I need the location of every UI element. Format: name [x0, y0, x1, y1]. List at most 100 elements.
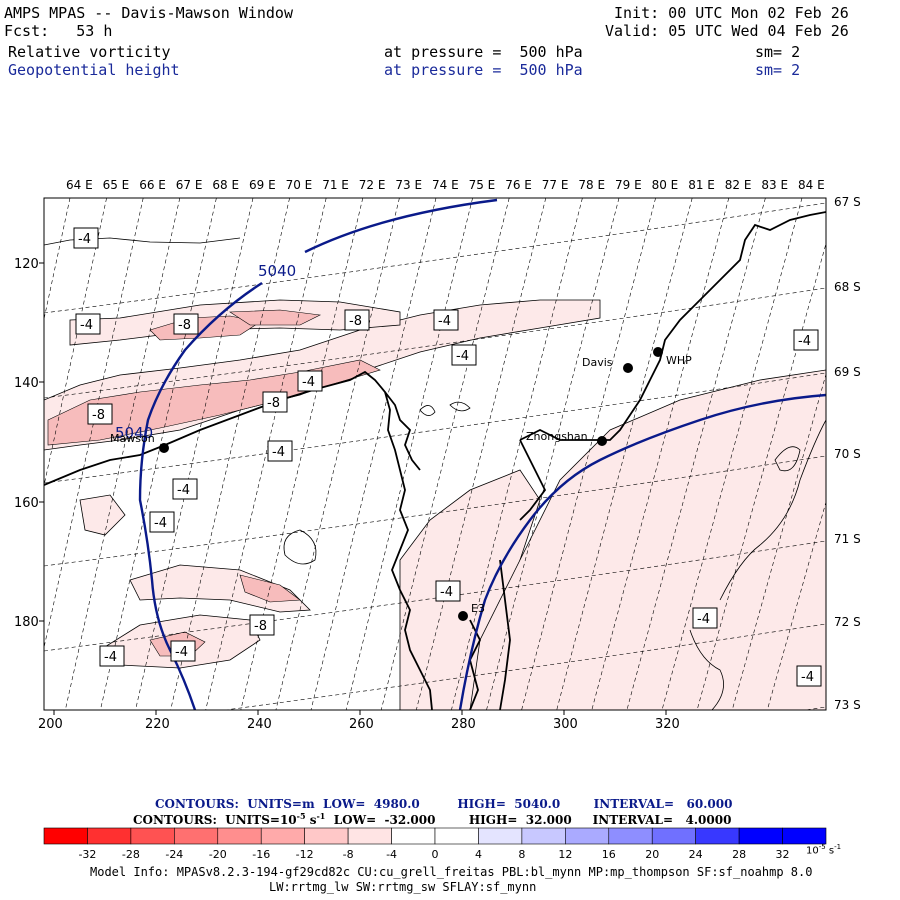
lon-label: 84 E: [798, 178, 825, 192]
vorticity-label: -8: [173, 313, 199, 335]
x-axis-labels: 200 220 240 260 280 300 320: [38, 717, 680, 732]
latitude-labels: 67 S 68 S 69 S 70 S 71 S 72 S 73 S: [834, 195, 861, 712]
colorbar-swatch: [695, 827, 740, 845]
station-label: Zhongshan: [526, 430, 588, 443]
station-zhongshan: Zhongshan: [526, 430, 607, 446]
lon-gridline: [100, 198, 217, 710]
colorbar-swatch: [434, 827, 479, 845]
svg-text:-8: -8: [92, 408, 105, 423]
lon-gridline: [521, 198, 656, 710]
latitude-gridlines: [44, 202, 826, 710]
svg-text:-8: -8: [178, 318, 191, 333]
colorbar-label: -4: [386, 848, 397, 861]
station-label: Mawson: [110, 432, 155, 445]
lon-label: 83 E: [761, 178, 788, 192]
colorbar-swatch: [304, 827, 349, 845]
vorticity-label: -4: [793, 329, 819, 351]
y-tick-label: 140: [14, 376, 39, 391]
field2-name: Geopotential height: [8, 61, 180, 79]
lat-label: 72 S: [834, 615, 861, 629]
plot-frame: [43, 197, 827, 711]
lon-label: 66 E: [139, 178, 166, 192]
colorbar-label: -28: [122, 848, 140, 861]
colorbar-swatch: [521, 827, 566, 845]
colorbar-label: -24: [165, 848, 183, 861]
x-tick-label: 280: [451, 717, 476, 732]
lon-label: 74 E: [432, 178, 459, 192]
colorbar-label: -32: [78, 848, 96, 861]
height-label-5040: 5040: [258, 262, 296, 280]
vorticity-label: -4: [172, 478, 198, 500]
lon-gridline: [310, 198, 437, 710]
vorticity-label: -8: [87, 403, 113, 425]
vorticity-label: -4: [796, 665, 822, 687]
y-axis-labels: 120 140 160 180: [14, 257, 39, 630]
station-label: Davis: [582, 356, 613, 369]
vorticity-label: -4: [149, 511, 175, 533]
colorbar-label: 0: [432, 848, 439, 861]
lon-gridline: [696, 242, 826, 710]
lon-gridline: [65, 198, 181, 710]
colorbar-swatch: [478, 827, 523, 845]
svg-text:-4: -4: [104, 650, 117, 665]
model-info-line1: Model Info: MPASv8.2.3-194-gf29cd82c CU:…: [90, 865, 813, 879]
colorbar-label: 28: [732, 848, 746, 861]
colorbar-swatch: [347, 827, 392, 845]
vorticity-label: -4: [692, 607, 718, 629]
lat-gridline: [44, 202, 826, 314]
svg-text:-4: -4: [798, 334, 811, 349]
station-mawson: Mawson: [110, 432, 169, 453]
lon-gridline: [205, 198, 327, 710]
x-tick-label: 240: [247, 717, 272, 732]
vorticity-label: -4: [267, 440, 293, 462]
vorticity-label: -4: [433, 309, 459, 331]
vorticity-contours: [44, 237, 826, 710]
lon-gridline: [345, 198, 473, 710]
lon-label: 65 E: [103, 178, 130, 192]
lon-label: 77 E: [542, 178, 569, 192]
colorbar-label: -8: [343, 848, 354, 861]
x-tick-label: 220: [145, 717, 170, 732]
forecast-hour: Fcst: 53 h: [4, 22, 113, 40]
x-tick-label: 320: [655, 717, 680, 732]
vorticity-label: -4: [99, 645, 125, 667]
colorbar-label: 24: [689, 848, 703, 861]
lon-gridline: [44, 198, 107, 487]
colorbar: -32 -28 -24 -20 -16 -12 -8 -4 0 4 8 12 16 20 24 28 32: [43, 827, 827, 861]
colorbar-swatch: [130, 827, 175, 845]
colorbar-swatch: [260, 827, 305, 845]
stations: Davis WHP Zhongshan Mawson E3: [110, 347, 692, 621]
svg-text:-4: -4: [801, 670, 814, 685]
x-tick-label: 200: [38, 717, 63, 732]
map-plot: 64 E 65 E 66 E 67 E 68 E 69 E 70 E 71 E 72 E 73 E…: [14, 178, 861, 732]
lon-label: 76 E: [505, 178, 532, 192]
field1-name: Relative vorticity: [8, 43, 171, 61]
x-tick-label: 260: [349, 717, 374, 732]
station-e3: E3: [458, 602, 485, 621]
station-whp: WHP: [653, 347, 692, 367]
lat-gridline: [804, 706, 826, 710]
lon-label: 72 E: [359, 178, 386, 192]
lon-label: 75 E: [469, 178, 496, 192]
lon-gridline: [591, 198, 730, 710]
lat-label: 69 S: [834, 365, 861, 379]
colorbar-label: -12: [296, 848, 314, 861]
lat-gridline: [44, 455, 826, 567]
field1-level: at pressure = 500 hPa: [384, 43, 583, 61]
lat-gridline: [44, 287, 826, 399]
svg-text:-4: -4: [456, 349, 469, 364]
vorticity-label: -4: [297, 370, 323, 392]
vorticity-label: -4: [451, 344, 477, 366]
vorticity-label: -8: [262, 391, 288, 413]
svg-text:-4: -4: [272, 445, 285, 460]
y-tick-label: 160: [14, 496, 39, 511]
svg-text:-4: -4: [697, 612, 710, 627]
longitude-gridlines: [44, 198, 826, 710]
station-marker: [159, 443, 169, 453]
svg-text:-4: -4: [175, 645, 188, 660]
lon-gridline: [731, 373, 826, 710]
svg-text:-4: -4: [80, 318, 93, 333]
vorticity-labels: -4 -4 -8 -8 -4 -4 -4 -8 -8 -4 -4 -4 -4 -4 -4 -4 -4 -8 -4: [73, 227, 822, 687]
lon-label: 73 E: [395, 178, 422, 192]
colorbar-swatch: [651, 827, 696, 845]
